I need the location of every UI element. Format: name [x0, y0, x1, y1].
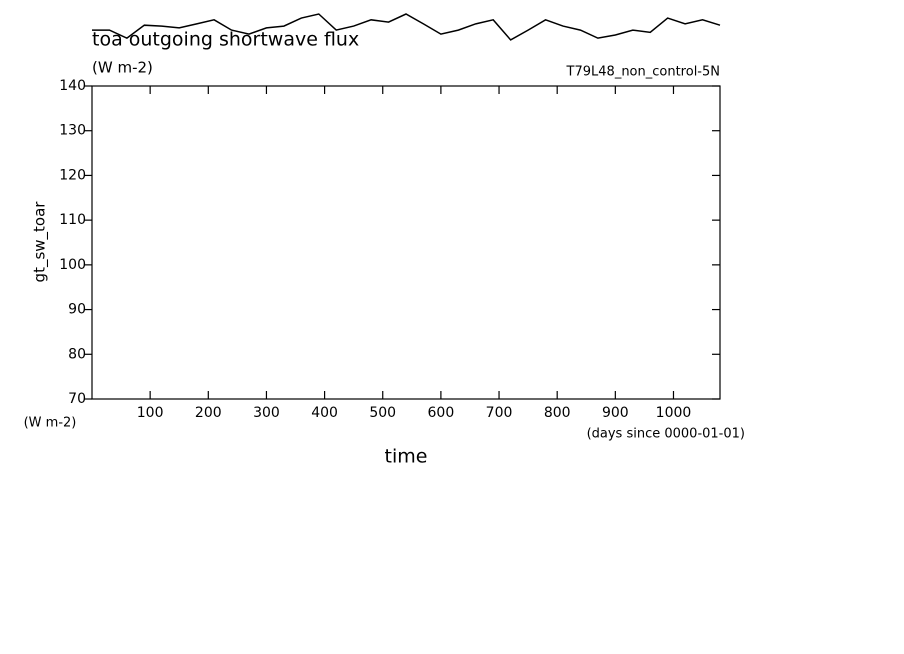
y-axis-label: gt_sw_toar — [31, 201, 50, 283]
x-tick-label: 800 — [544, 405, 571, 421]
y-tick-label: 80 — [68, 346, 86, 362]
x-tick-label: 400 — [311, 405, 338, 421]
y-tick-label: 120 — [59, 167, 86, 183]
y-tick-label: 130 — [59, 123, 86, 139]
y-tick-label: 110 — [59, 212, 86, 228]
y-tick-label: 90 — [68, 302, 86, 318]
x-tick-label: 300 — [253, 405, 280, 421]
x-tick-label: 700 — [486, 405, 513, 421]
x-tick-label: 600 — [428, 405, 455, 421]
x-tick-label: 200 — [195, 405, 222, 421]
x-tick-label: 100 — [137, 405, 164, 421]
y-axis-units: (W m-2) — [24, 416, 77, 431]
chart-title: toa outgoing shortwave flux — [92, 29, 359, 51]
x-tick-label: 500 — [369, 405, 396, 421]
x-axis-label: time — [385, 446, 428, 468]
x-tick-label: 900 — [602, 405, 629, 421]
y-tick-label: 140 — [59, 78, 86, 94]
plot-frame — [91, 85, 721, 400]
y-tick-label: 70 — [68, 391, 86, 407]
subtitle: (W m-2) — [92, 59, 153, 77]
x-axis-units: (days since 0000-01-01) — [587, 427, 745, 442]
x-tick-label: 1000 — [656, 405, 692, 421]
data-line — [92, 13, 721, 41]
annotation: T79L48_non_control-5N — [566, 65, 720, 80]
y-tick-label: 100 — [59, 257, 86, 273]
